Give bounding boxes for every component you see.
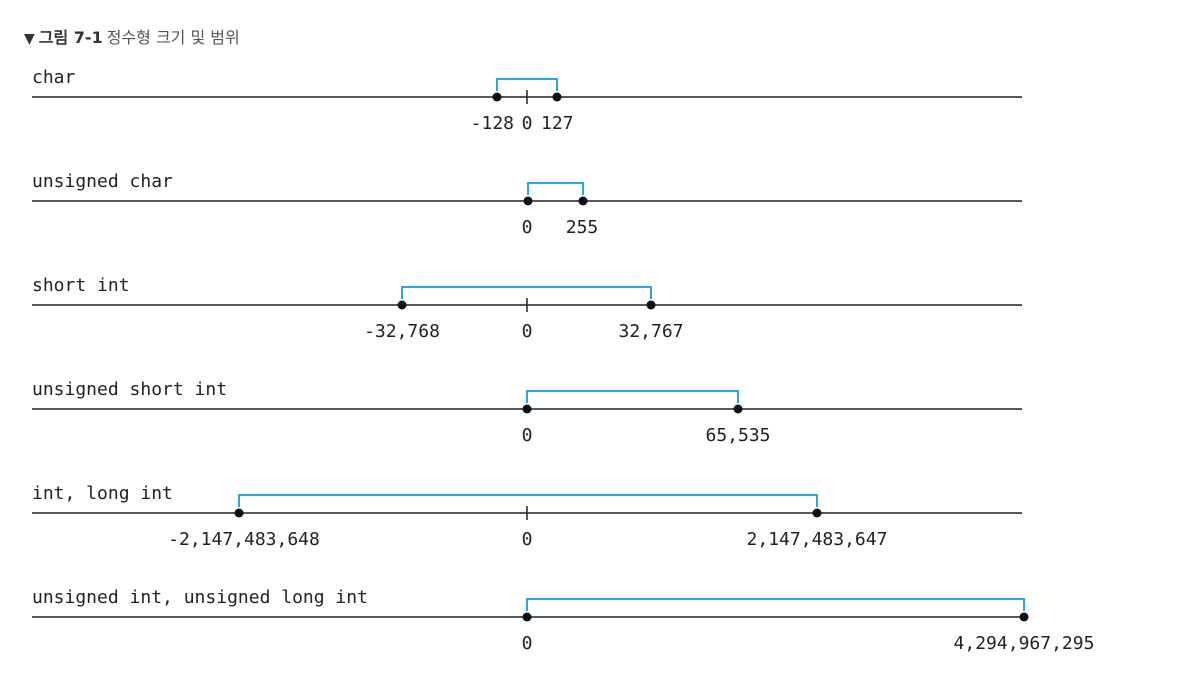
min-value-dot — [492, 92, 502, 102]
max-value-label: 255 — [566, 217, 599, 238]
zero-label: 0 — [522, 321, 533, 342]
range-bracket — [401, 286, 652, 299]
min-value-label: 0 — [522, 425, 533, 446]
min-value-dot — [523, 196, 533, 206]
max-value-label: 4,294,967,295 — [954, 633, 1095, 654]
range-row: unsigned char 0 255 — [32, 171, 1022, 238]
range-bracket — [238, 494, 818, 507]
min-value-label: 0 — [522, 633, 533, 654]
zero-label: 0 — [522, 529, 533, 550]
max-value-dot — [733, 404, 743, 414]
max-value-dot — [812, 508, 822, 518]
min-value-dot — [397, 300, 407, 310]
min-value-dot — [234, 508, 244, 518]
triangle-down-icon: ▼ — [24, 31, 35, 47]
range-bracket — [496, 78, 558, 91]
range-row: unsigned short int 0 65,535 — [32, 379, 1022, 446]
max-value-label: 127 — [541, 113, 574, 134]
max-value-dot — [578, 196, 588, 206]
min-value-dot — [522, 612, 532, 622]
type-name: unsigned char — [32, 171, 173, 192]
range-bracket — [527, 182, 584, 195]
max-value-label: 2,147,483,647 — [747, 529, 888, 550]
type-name: short int — [32, 275, 130, 296]
max-value-dot — [646, 300, 656, 310]
range-row: int, long int 0 -2,147,483,648 2,147,483,64… — [32, 483, 1022, 550]
type-name: unsigned short int — [32, 379, 227, 400]
type-name: int, long int — [32, 483, 173, 504]
min-value-dot — [522, 404, 532, 414]
min-value-label: 0 — [522, 217, 533, 238]
figure-label: 그림 7-1 — [38, 28, 103, 47]
max-value-dot — [552, 92, 562, 102]
range-row: short int 0 -32,768 32,767 — [32, 275, 1022, 342]
type-name: unsigned int, unsigned long int — [32, 587, 368, 608]
figure-caption: ▼ 그림 7-1 정수형 크기 및 범위 — [24, 24, 240, 48]
type-name: char — [32, 67, 76, 88]
min-value-label: -2,147,483,648 — [168, 529, 320, 550]
max-value-label: 65,535 — [705, 425, 770, 446]
figure-title: 정수형 크기 및 범위 — [106, 28, 240, 47]
zero-label: 0 — [522, 113, 533, 134]
range-row: char 0 -128 127 — [32, 67, 1022, 134]
min-value-label: -128 — [471, 113, 514, 134]
range-row: unsigned int, unsigned long int 0 4,294,96… — [32, 587, 1094, 654]
max-value-label: 32,767 — [618, 321, 683, 342]
max-value-dot — [1019, 612, 1029, 622]
range-bracket — [526, 390, 739, 403]
min-value-label: -32,768 — [364, 321, 440, 342]
range-bracket — [526, 598, 1025, 611]
